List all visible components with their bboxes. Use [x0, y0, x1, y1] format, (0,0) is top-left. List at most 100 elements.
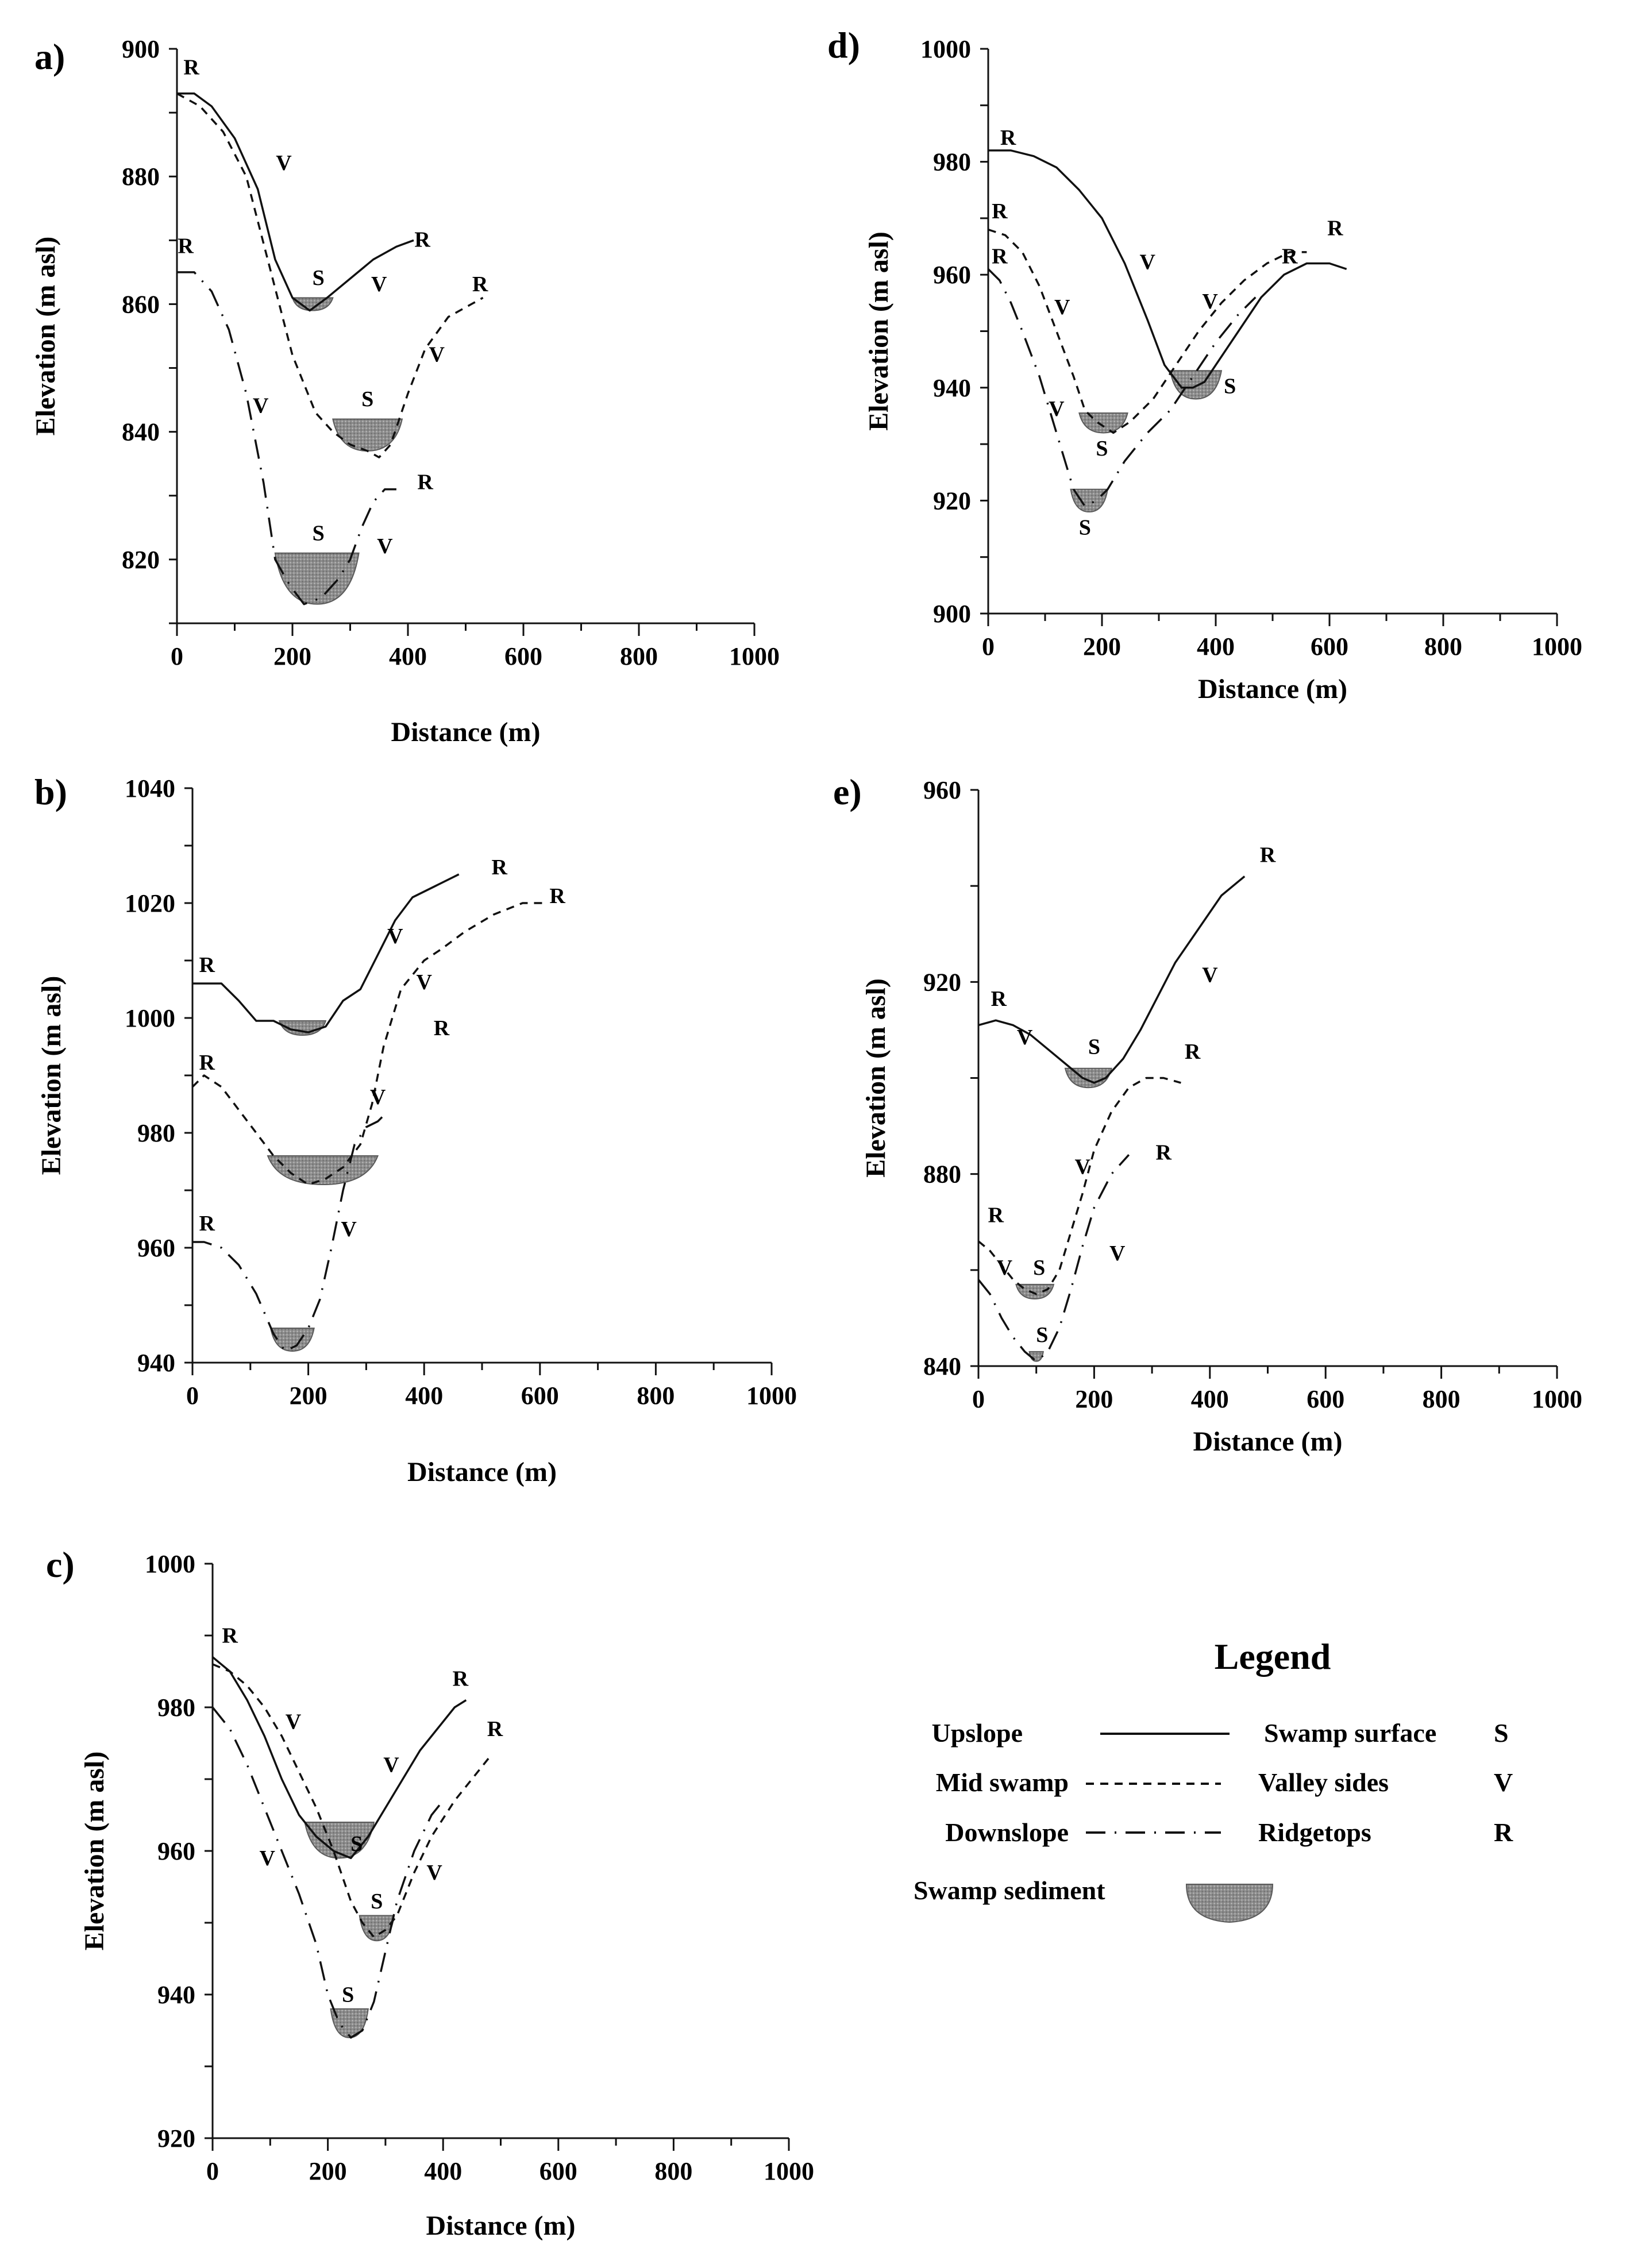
y-tick-label: 960	[923, 776, 961, 804]
annotation-s: S	[342, 1983, 354, 2007]
y-tick-label: 940	[933, 374, 971, 402]
y-tick-label: 1000	[145, 1550, 195, 1578]
legend-label-upslope: Upslope	[932, 1718, 1023, 1748]
annotation-r: R	[199, 1051, 215, 1075]
annotation-v: V	[276, 151, 292, 175]
annotation-r: R	[178, 234, 194, 259]
series-line-dashed	[191, 902, 546, 1186]
x-tick-label: 800	[1424, 632, 1462, 661]
annotation-s: S	[313, 266, 325, 290]
y-tick-label: 880	[122, 163, 160, 191]
y-tick-label: 1000	[125, 1004, 175, 1032]
sediment-dashed	[332, 418, 403, 452]
y-tick-label: 980	[137, 1119, 175, 1147]
y-tick-label: 940	[137, 1349, 175, 1377]
series-line-dashed	[176, 92, 484, 458]
annotation-v: V	[1017, 1025, 1033, 1050]
annotation-r: R	[487, 1717, 503, 1741]
x-tick-label: 800	[637, 1382, 675, 1410]
annotation-v: V	[1202, 963, 1218, 987]
x-tick-label: 600	[539, 2157, 577, 2185]
x-axis-label: Distance (m)	[426, 2211, 576, 2241]
annotation-v: V	[1109, 1241, 1126, 1266]
y-tick-label: 860	[122, 290, 160, 318]
annotation-r: R	[199, 1212, 215, 1236]
annotation-s: S	[361, 387, 373, 411]
annotation-v: V	[383, 1753, 399, 1777]
annotation-v: V	[286, 1710, 302, 1734]
annotation-r: R	[1327, 216, 1343, 240]
sediment-solid	[304, 1822, 375, 1859]
y-tick-label: 880	[923, 1160, 961, 1189]
x-axis-label: Distance (m)	[1193, 1426, 1343, 1457]
panel-label: c)	[46, 1544, 75, 1585]
x-tick-label: 400	[1197, 632, 1235, 661]
series-line-dashed	[988, 228, 1307, 434]
annotation-r: R	[183, 55, 199, 79]
annotation-r: R	[453, 1667, 469, 1691]
legend-label-downslope: Downslope	[945, 1818, 1069, 1847]
series-line-dashdot	[211, 1706, 444, 2039]
y-tick-label: 960	[137, 1234, 175, 1262]
series-line-dashed	[212, 1663, 490, 1938]
x-tick-label: 600	[1307, 1385, 1344, 1413]
sediment-dashed	[1015, 1283, 1055, 1299]
y-tick-label: 920	[923, 968, 961, 996]
y-tick-label: 940	[157, 1981, 195, 2009]
legend-symbol-v: V	[1494, 1768, 1513, 1797]
sediment-dashdot	[1070, 488, 1109, 513]
sediment-solid	[1169, 370, 1223, 400]
annotation-r: R	[1282, 245, 1298, 269]
annotation-v: V	[429, 342, 445, 367]
annotation-r: R	[492, 855, 508, 880]
y-tick-label: 960	[157, 1837, 195, 1865]
sediment-solid	[278, 1020, 327, 1036]
charts-group: 0 200 400 600 800 1000 900 880 860 840 820 Distance…	[30, 25, 1582, 2241]
x-tick-label: 200	[1075, 1385, 1113, 1413]
x-tick-label: 1000	[746, 1382, 797, 1410]
series-line-dashdot	[192, 1114, 384, 1352]
x-tick-label: 400	[424, 2157, 462, 2185]
annotation-s: S	[1096, 437, 1108, 461]
x-tick-label: 0	[186, 1382, 199, 1410]
annotation-v: V	[387, 924, 403, 948]
y-tick-label: 960	[933, 261, 971, 289]
y-tick-label: 840	[122, 418, 160, 446]
panel-d: 0 200 400 600 800 1000 1000 980 960 940 920 900 Dist…	[827, 25, 1582, 704]
x-tick-label: 1000	[729, 642, 780, 670]
annotation-v: V	[371, 272, 387, 296]
panel-e: 0 200 400 600 800 1000 960 920 880 840 Distance (m…	[833, 772, 1582, 1457]
annotation-v: V	[341, 1217, 357, 1241]
y-tick-label: 980	[157, 1694, 195, 1722]
legend-label-ridgetops: Ridgetops	[1258, 1818, 1371, 1847]
annotation-v: V	[1202, 290, 1218, 314]
series-line-solid	[177, 92, 414, 312]
annotation-v: V	[1054, 295, 1070, 319]
annotation-r: R	[1000, 126, 1016, 150]
x-tick-label: 200	[1083, 632, 1121, 661]
legend-label-valley-sides: Valley sides	[1258, 1768, 1389, 1797]
annotation-r: R	[222, 1624, 238, 1648]
annotation-r: R	[991, 987, 1007, 1011]
series-line-solid	[988, 149, 1347, 389]
x-tick-label: 200	[290, 1382, 327, 1410]
annotation-v: V	[253, 394, 269, 418]
x-tick-label: 400	[1191, 1385, 1229, 1413]
annotation-r: R	[472, 272, 488, 296]
x-tick-label: 800	[620, 642, 658, 670]
y-tick-label: 980	[933, 148, 971, 176]
x-tick-label: 0	[982, 632, 995, 661]
x-tick-label: 0	[171, 642, 183, 670]
x-tick-label: 600	[504, 642, 542, 670]
annotation-v: V	[997, 1256, 1013, 1280]
annotation-v: V	[1049, 397, 1065, 421]
x-tick-label: 600	[521, 1382, 559, 1410]
sediment-dashed	[1078, 412, 1128, 434]
sediment-dashed	[359, 1915, 395, 1942]
series-line-dashed	[977, 1077, 1181, 1295]
annotation-r: R	[417, 470, 433, 495]
series-line-solid	[211, 1656, 467, 1860]
annotation-v: V	[370, 1085, 386, 1109]
annotation-s: S	[1036, 1323, 1048, 1347]
